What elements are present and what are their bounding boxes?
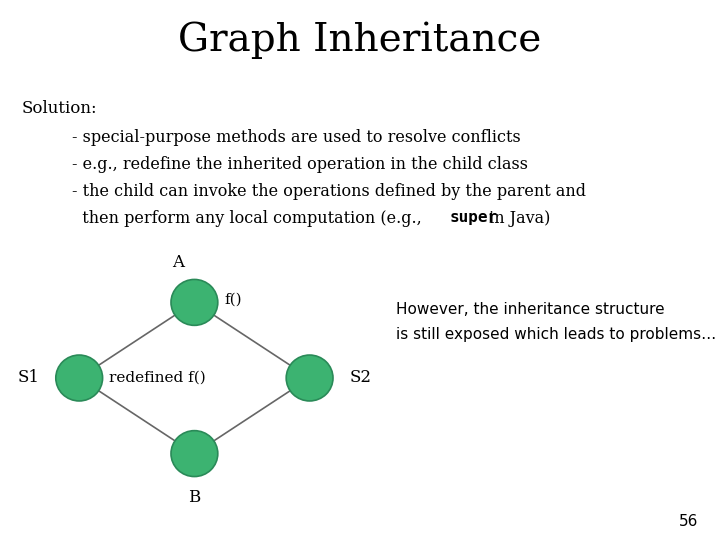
Text: Graph Inheritance: Graph Inheritance [179, 22, 541, 59]
Text: then perform any local computation (e.g.,: then perform any local computation (e.g.… [72, 210, 427, 226]
Text: A: A [173, 254, 184, 271]
Text: Solution:: Solution: [22, 100, 97, 117]
Text: However, the inheritance structure: However, the inheritance structure [396, 302, 665, 318]
Text: B: B [188, 489, 201, 505]
Text: super: super [449, 210, 498, 225]
Text: - the child can invoke the operations defined by the parent and: - the child can invoke the operations de… [72, 183, 586, 199]
Ellipse shape [171, 431, 218, 477]
Ellipse shape [171, 280, 218, 325]
Text: - e.g., redefine the inherited operation in the child class: - e.g., redefine the inherited operation… [72, 156, 528, 172]
Text: is still exposed which leads to problems…: is still exposed which leads to problems… [396, 327, 716, 342]
Text: redefined f(): redefined f() [109, 371, 206, 385]
Text: S1: S1 [17, 369, 40, 387]
Text: S2: S2 [349, 369, 372, 387]
Ellipse shape [287, 355, 333, 401]
Text: - special-purpose methods are used to resolve conflicts: - special-purpose methods are used to re… [72, 129, 521, 145]
Ellipse shape [56, 355, 103, 401]
Text: f(): f() [225, 293, 242, 307]
Text: 56: 56 [679, 514, 698, 529]
Text: in Java): in Java) [484, 210, 550, 226]
